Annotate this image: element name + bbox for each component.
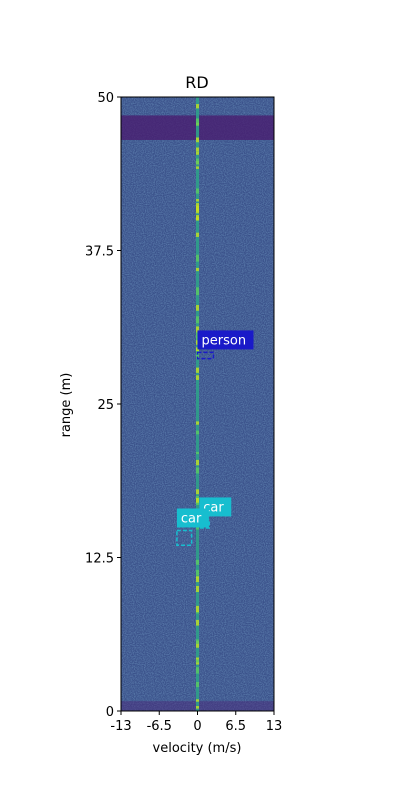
zero-velocity-line <box>196 97 199 711</box>
zero-line-speckle <box>196 659 199 663</box>
zero-line-speckle <box>196 576 199 583</box>
zero-line-speckle <box>196 188 199 194</box>
detection-label-bg <box>176 508 209 528</box>
zero-line-speckle <box>196 122 199 126</box>
zero-line-speckle <box>196 667 199 674</box>
zero-line-speckle <box>196 147 199 152</box>
zero-line-speckle <box>196 158 199 165</box>
x-tick-label: 6.5 <box>225 719 246 734</box>
y-tick-label: 12.5 <box>85 552 114 567</box>
zero-line-speckle <box>196 430 199 435</box>
zero-line-speckle <box>196 706 199 709</box>
x-axis-label: velocity (m/s) <box>153 741 242 756</box>
zero-line-speckle <box>196 611 199 614</box>
zero-line-core <box>196 97 199 711</box>
zero-line-speckle <box>196 585 199 593</box>
zero-line-speckle <box>196 326 199 334</box>
zero-line-speckle <box>196 205 199 212</box>
zero-line-speckle <box>196 459 199 466</box>
detection-label-bg <box>197 330 254 350</box>
zero-line-speckle <box>196 375 199 380</box>
detection-box <box>176 529 193 546</box>
zero-line-speckle <box>196 639 199 644</box>
zero-line-speckle <box>196 118 199 125</box>
zero-line-speckle <box>196 467 199 474</box>
x-tick-label: -13 <box>110 719 131 734</box>
zero-line-speckle <box>196 305 199 311</box>
zero-line-speckle <box>196 569 199 576</box>
zero-line-speckle <box>196 287 199 296</box>
zero-line-speckle <box>196 316 199 324</box>
detection-label: car <box>181 511 202 526</box>
zero-line-speckle <box>196 254 199 262</box>
zero-line-speckle <box>196 699 199 702</box>
zero-line-speckle <box>196 232 199 237</box>
detection-box <box>196 351 215 360</box>
zero-line-speckle <box>196 215 199 221</box>
x-tick-label: 13 <box>266 719 283 734</box>
zero-line-speckle <box>196 151 199 155</box>
x-ticks: -13 -6.5 0 6.5 13 <box>110 711 282 734</box>
zero-line-speckle <box>196 641 199 648</box>
y-axis-label: range (m) <box>59 373 74 438</box>
zero-line-speckle <box>196 104 199 109</box>
x-tick-label: 0 <box>193 719 201 734</box>
zero-line-speckle <box>196 199 199 202</box>
y-ticks: 0 12.5 25 37.5 50 <box>85 91 121 720</box>
y-tick-label: 50 <box>97 91 114 106</box>
zero-line-speckle <box>196 619 199 626</box>
y-tick-label: 25 <box>97 398 114 413</box>
y-tick-label: 0 <box>106 705 114 720</box>
zero-line-speckle <box>196 489 199 495</box>
zero-line-speckle <box>196 559 199 565</box>
detection-label: person <box>202 333 247 348</box>
zero-line-speckle <box>196 367 199 373</box>
zero-line-speckle <box>196 497 199 503</box>
zero-line-speckle <box>196 166 199 169</box>
zero-line-speckle <box>196 267 199 272</box>
zero-line-speckle <box>196 421 199 425</box>
chart-title: RD <box>185 73 208 92</box>
zero-line-speckle <box>196 681 199 688</box>
y-tick-label: 37.5 <box>85 245 114 260</box>
zero-line-speckle <box>196 451 199 455</box>
zero-line-speckle <box>196 137 199 143</box>
zero-line-speckle <box>196 605 199 613</box>
x-tick-label: -6.5 <box>147 719 172 734</box>
